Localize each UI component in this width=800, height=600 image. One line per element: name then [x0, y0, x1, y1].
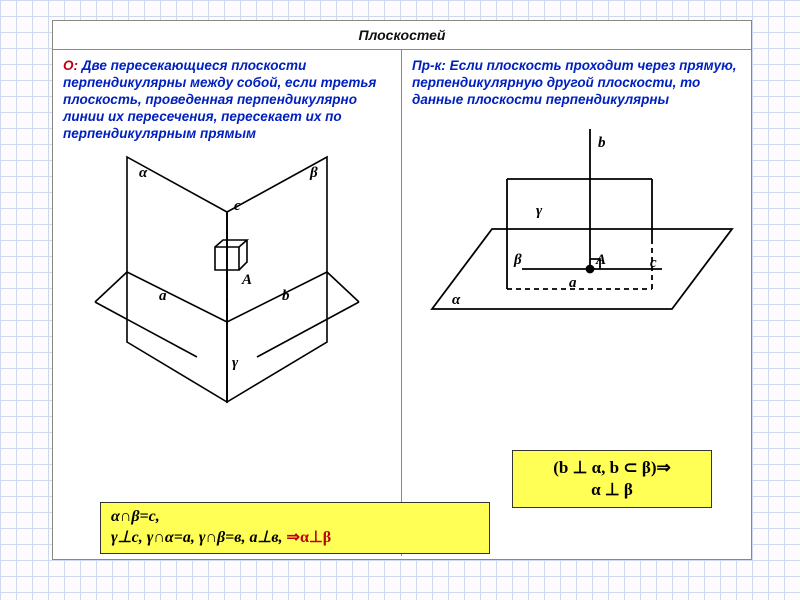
- r-lbl-gamma: γ: [536, 203, 543, 219]
- r-lbl-a: a: [569, 275, 577, 291]
- table-title: Плоскостей: [53, 21, 751, 50]
- right-formula-box: (b ⊥ α, b ⊂ β)⇒ α ⊥ β: [512, 450, 712, 508]
- right-definition: Пр-к: Если плоскость проходит через прям…: [412, 58, 741, 109]
- bottom-line2: γ⊥с, γ∩α=а, γ∩β=в, а⊥в, ⇒α⊥β: [111, 528, 479, 549]
- r-lbl-A: A: [595, 252, 606, 268]
- r-lbl-alpha: α: [452, 292, 461, 308]
- bottom-line1: α∩β=с,: [111, 507, 479, 528]
- right-lead: Пр-к:: [412, 58, 446, 73]
- r-lbl-beta: β: [513, 252, 522, 268]
- lbl-A: A: [241, 272, 252, 288]
- r-lbl-b: b: [598, 135, 606, 151]
- columns: О: Две пересекающиеся плоскости перпенди…: [53, 50, 751, 556]
- left-column: О: Две пересекающиеся плоскости перпенди…: [53, 50, 402, 556]
- lbl-c: c: [234, 198, 241, 214]
- lbl-alpha: α: [139, 165, 148, 181]
- bottom-line2-pre: γ⊥с, γ∩α=а, γ∩β=в, а⊥в,: [111, 529, 287, 546]
- lbl-b: b: [282, 288, 290, 304]
- lbl-a: a: [159, 288, 167, 304]
- bottom-line2-arrow: ⇒α⊥β: [287, 529, 332, 546]
- left-text: Две пересекающиеся плоскости перпендикул…: [63, 58, 376, 141]
- content-frame: Плоскостей О: Две пересекающиеся плоскос…: [52, 20, 752, 560]
- left-diagram: α β c a b A γ: [63, 142, 391, 442]
- right-text: Если плоскость проходит через прямую, пе…: [412, 58, 737, 107]
- formula-r1: (b ⊥ α, b ⊂ β)⇒: [523, 457, 701, 479]
- right-column: Пр-к: Если плоскость проходит через прям…: [402, 50, 751, 556]
- title-text: Плоскостей: [359, 27, 446, 43]
- right-diagram: b γ β A a c α: [412, 109, 741, 369]
- left-svg: α β c a b A γ: [67, 142, 387, 442]
- left-lead: О:: [63, 58, 78, 73]
- bottom-formula-box: α∩β=с, γ⊥с, γ∩α=а, γ∩β=в, а⊥в, ⇒α⊥β: [100, 502, 490, 554]
- right-svg: b γ β A a c α: [412, 109, 742, 369]
- formula-r2: α ⊥ β: [523, 479, 701, 501]
- lbl-gamma: γ: [232, 355, 239, 371]
- lbl-beta: β: [309, 165, 318, 181]
- left-definition: О: Две пересекающиеся плоскости перпенди…: [63, 58, 391, 142]
- r-lbl-c: c: [650, 255, 657, 271]
